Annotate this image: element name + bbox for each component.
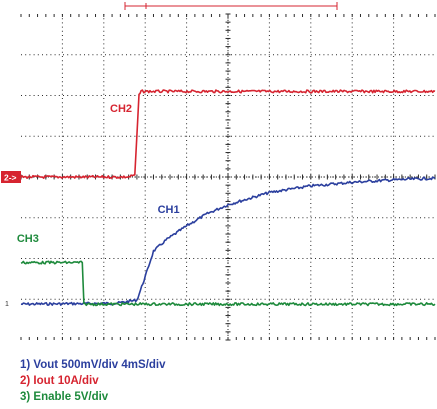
legend-ch2: 2) Iout 10A/div [20,375,99,387]
label-ch3: CH3 [17,233,39,245]
trigger-position-marker [124,2,338,10]
trace-ch2 [20,89,436,179]
channel-markers: 2-> 1 [1,171,21,308]
ch2-offset-marker [1,171,21,183]
ch1-ground-marker: 1 [5,301,9,308]
ch2-offset-marker-label: 2-> [4,173,17,183]
legend-ch3: 3) Enable 5V/div [20,391,109,403]
label-ch2: CH2 [110,103,132,115]
legend-ch1: 1) Vout 500mV/div 4mS/div [20,359,166,371]
trace-ch3 [20,260,436,307]
label-ch1: CH1 [158,204,180,216]
trace-labels: CH1 CH2 CH3 [17,103,180,245]
traces [20,89,436,307]
graticule [20,13,436,341]
